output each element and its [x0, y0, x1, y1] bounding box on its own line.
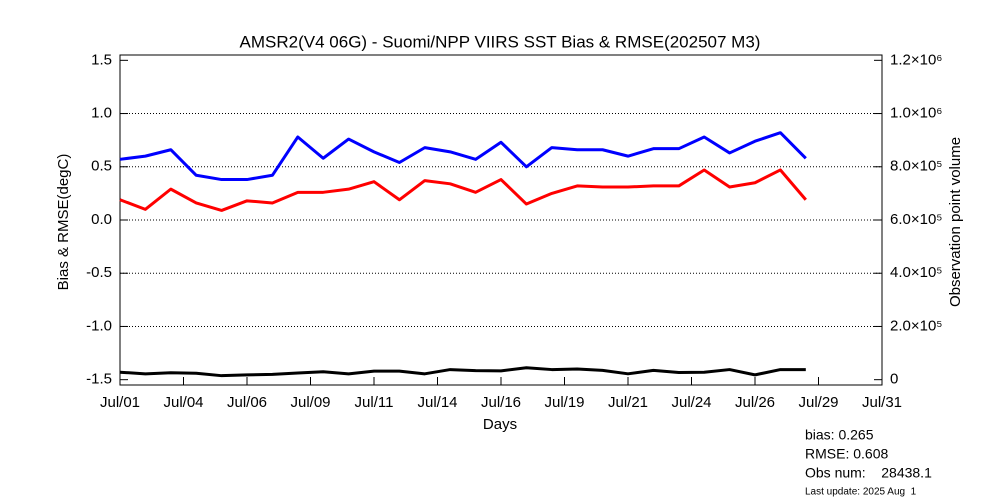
y-tick-label: -0.5 [86, 264, 112, 281]
x-tick-label: Jul/16 [481, 394, 521, 411]
x-tick-label: Jul/19 [544, 394, 584, 411]
annotation: bias: 0.265 [805, 427, 874, 443]
series-line [119, 366, 806, 378]
series-line [119, 168, 807, 212]
y-tick-label: 0.0 [91, 211, 112, 228]
x-tick-label: Jul/01 [100, 394, 140, 411]
x-tick-label: Jul/14 [417, 394, 457, 411]
x-axis-label: Days [483, 416, 517, 433]
y2-tick-label: 8.0×10⁵ [890, 158, 943, 175]
x-tick-label: Jul/26 [735, 394, 775, 411]
x-tick-label: Jul/24 [671, 394, 711, 411]
y2-tick-label: 1.2×10⁶ [890, 51, 942, 68]
y-tick-label: -1.0 [86, 317, 112, 334]
annotation: Last update: 2025 Aug 1 [805, 487, 917, 498]
y2-tick-label: 1.0×10⁶ [890, 105, 942, 122]
y-tick-label: -1.5 [86, 371, 112, 388]
x-tick-label: Jul/31 [862, 394, 902, 411]
y-tick-label: 1.0 [91, 105, 112, 122]
chart-title: AMSR2(V4 06G) - Suomi/NPP VIIRS SST Bias… [240, 32, 761, 51]
y2-axis-label: Observation point volume [947, 137, 964, 307]
annotation: RMSE: 0.608 [805, 446, 888, 462]
series-line [119, 131, 807, 182]
y2-tick-label: 6.0×10⁵ [890, 211, 943, 228]
x-tick-label: Jul/06 [227, 394, 267, 411]
x-tick-label: Jul/11 [355, 394, 394, 411]
x-tick-label: Jul/21 [608, 394, 648, 411]
x-tick-label: Jul/09 [290, 394, 330, 411]
y-tick-label: 1.5 [91, 51, 112, 68]
y2-tick-label: 0 [890, 371, 898, 388]
annotation: Obs num: 28438.1 [805, 465, 932, 481]
y-axis-label: Bias & RMSE(degC) [55, 154, 72, 291]
x-tick-label: Jul/29 [798, 394, 838, 411]
x-tick-label: Jul/04 [163, 394, 203, 411]
y-tick-label: 0.5 [91, 158, 112, 175]
y2-tick-label: 2.0×10⁵ [890, 317, 943, 334]
y2-tick-label: 4.0×10⁵ [890, 264, 943, 281]
